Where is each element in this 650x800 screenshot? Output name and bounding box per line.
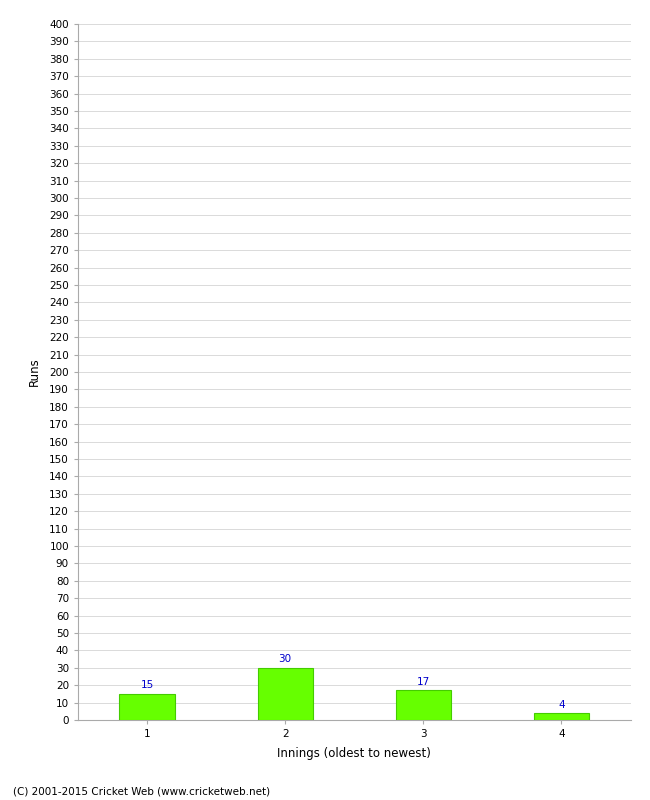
Text: 4: 4 xyxy=(558,699,565,710)
Bar xyxy=(534,713,589,720)
X-axis label: Innings (oldest to newest): Innings (oldest to newest) xyxy=(278,747,431,760)
Text: (C) 2001-2015 Cricket Web (www.cricketweb.net): (C) 2001-2015 Cricket Web (www.cricketwe… xyxy=(13,786,270,796)
Bar xyxy=(120,694,175,720)
Text: 15: 15 xyxy=(140,681,153,690)
Text: 17: 17 xyxy=(417,677,430,687)
Bar xyxy=(257,668,313,720)
Bar xyxy=(396,690,451,720)
Text: 30: 30 xyxy=(279,654,292,664)
Y-axis label: Runs: Runs xyxy=(28,358,41,386)
